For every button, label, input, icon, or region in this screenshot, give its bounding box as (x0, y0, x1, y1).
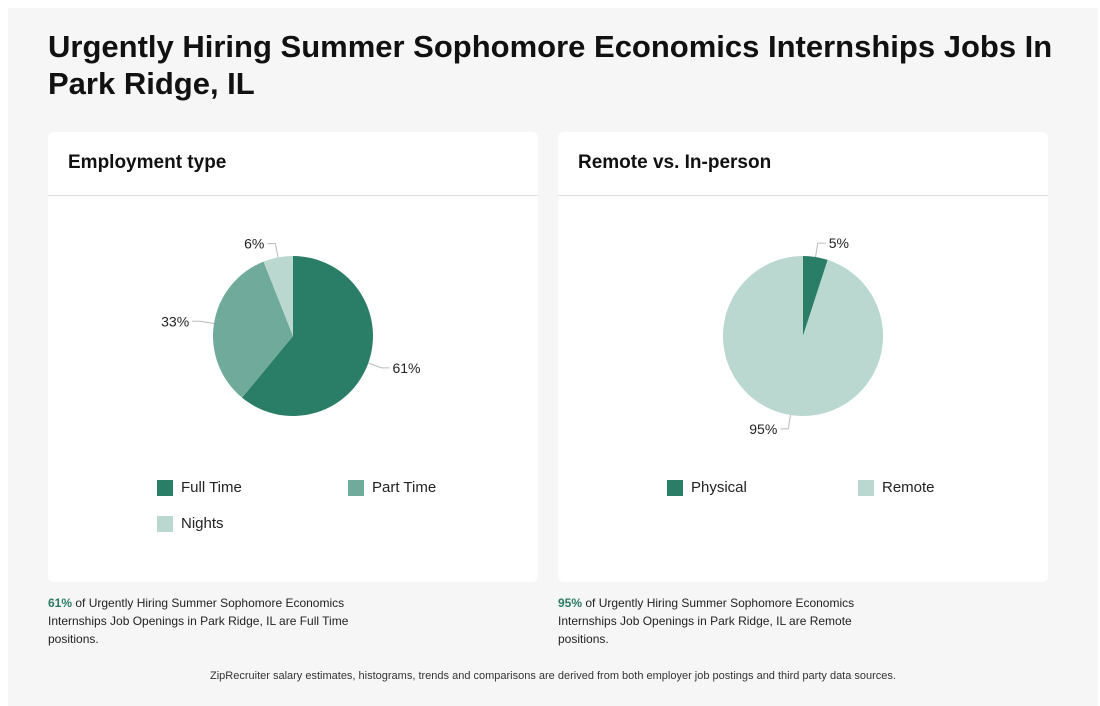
pie-value-label: 95% (749, 421, 777, 436)
legend-swatch (858, 479, 874, 496)
pie-value-label: 5% (829, 235, 849, 251)
label-leader-line (192, 320, 215, 324)
legend-label: Nights (181, 515, 224, 532)
card-divider (48, 195, 538, 196)
pie-slice-part-time (213, 261, 293, 398)
employment-type-caption: 61% of Urgently Hiring Summer Sophomore … (48, 594, 358, 648)
legend-item-full-time: Full Time (157, 479, 242, 496)
pie-slice-nights (263, 256, 293, 336)
legend-label: Part Time (372, 479, 437, 496)
card-title: Remote vs. In-person (578, 152, 772, 173)
legend-item-part-time: Part Time (348, 479, 436, 496)
remote-caption: 95% of Urgently Hiring Summer Sophomore … (558, 594, 868, 648)
card-divider (558, 195, 1048, 196)
pie-value-label: 6% (244, 236, 264, 252)
card-title: Employment type (68, 152, 227, 173)
remote-vs-in-person-pie-chart: 5% 95% (723, 235, 883, 436)
pie-slice-remote (723, 256, 883, 416)
legend-item-physical: Physical (667, 479, 747, 496)
employment-type-card: Employment type 61% 33% 6% Full Time Part … (48, 132, 538, 582)
legend-label: Physical (691, 479, 747, 496)
label-leader-line (368, 362, 390, 369)
pie-value-label: 33% (161, 313, 189, 329)
legend-swatch (157, 515, 173, 532)
pie-value-label: 61% (392, 360, 420, 376)
legend-swatch (157, 479, 173, 496)
legend-swatch (348, 479, 364, 496)
legend-swatch (667, 479, 683, 496)
label-leader-line (267, 243, 279, 258)
caption-text: of Urgently Hiring Summer Sophomore Econ… (48, 596, 349, 646)
employment-type-pie-chart: 61% 33% 6% (161, 236, 420, 416)
legend-item-nights: Nights (157, 515, 224, 532)
legend-label: Remote (882, 479, 935, 496)
remote-vs-in-person-card: Remote vs. In-person 5% 95% Physical Remo… (558, 132, 1048, 582)
legend-label: Full Time (181, 479, 242, 496)
caption-text: of Urgently Hiring Summer Sophomore Econ… (558, 596, 855, 646)
caption-highlight: 61% (48, 596, 73, 610)
page-title: Urgently Hiring Summer Sophomore Economi… (48, 29, 1053, 101)
label-leader-line (780, 414, 791, 430)
pie-slice-physical (803, 256, 828, 336)
footnote: ZipRecruiter salary estimates, histogram… (210, 670, 896, 682)
legend-item-remote: Remote (858, 479, 935, 496)
pie-slice-full-time (242, 256, 373, 416)
label-leader-line (815, 242, 826, 258)
caption-highlight: 95% (558, 596, 583, 610)
